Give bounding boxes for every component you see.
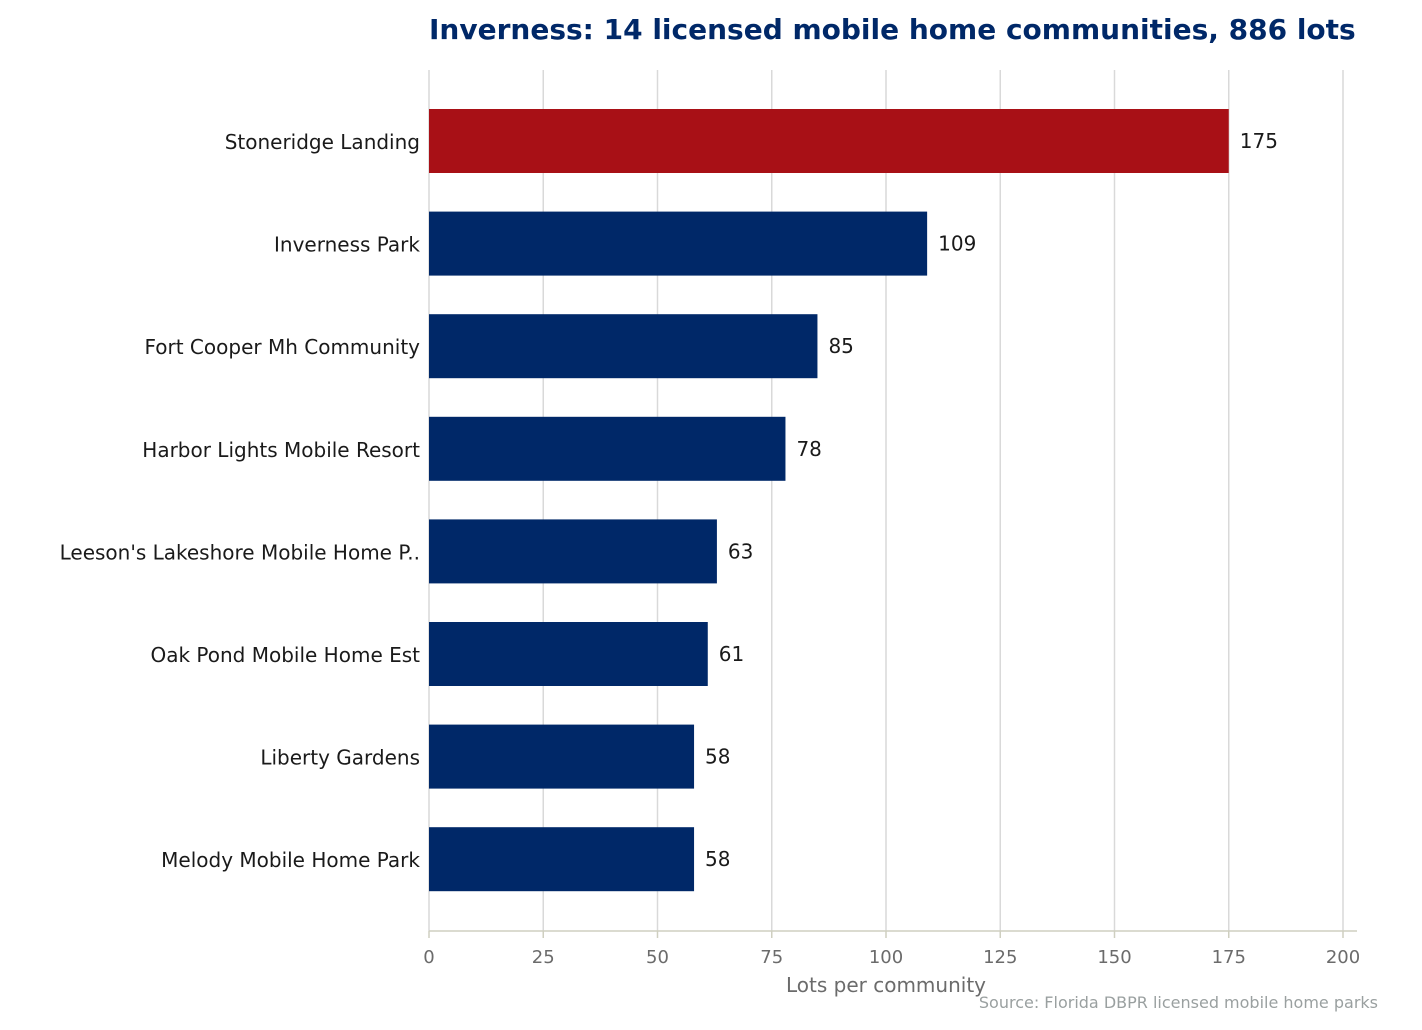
value-label: 58 (705, 745, 730, 769)
bar (429, 724, 695, 789)
x-tick-label: 125 (983, 947, 1017, 968)
grid-layer (428, 70, 1344, 931)
category-label: Inverness Park (274, 233, 420, 257)
bar (429, 622, 708, 686)
x-tick-label: 50 (646, 947, 669, 968)
value-label: 78 (796, 437, 821, 461)
category-label: Leeson's Lakeshore Mobile Home P.. (60, 540, 420, 564)
chart-title: Inverness: 14 licensed mobile home commu… (429, 13, 1356, 46)
category-label: Harbor Lights Mobile Resort (142, 438, 420, 462)
x-tick-label: 150 (1097, 947, 1131, 968)
category-label: Fort Cooper Mh Community (144, 335, 420, 359)
value-label: 175 (1240, 129, 1278, 153)
axis-layer: 0 25 50 75 100 125 150 175 200 (423, 930, 1360, 968)
value-label: 109 (938, 232, 976, 256)
category-label: Stoneridge Landing (225, 130, 420, 154)
x-tick-label: 75 (760, 947, 783, 968)
value-label: 58 (705, 847, 730, 871)
source-note: Source: Florida DBPR licensed mobile hom… (978, 993, 1378, 1012)
category-label: Melody Mobile Home Park (161, 848, 420, 872)
bar (429, 827, 695, 892)
bar (429, 416, 786, 481)
x-tick-label: 100 (869, 947, 903, 968)
x-tick-label: 25 (532, 947, 555, 968)
x-axis-title: Lots per community (786, 973, 986, 997)
value-label: 61 (719, 642, 744, 666)
bar-layer: Stoneridge Landing 175 Inverness Park 109 Fo… (60, 109, 1278, 892)
bar (429, 109, 1229, 173)
value-label: 85 (828, 334, 853, 358)
bar (429, 211, 928, 276)
x-tick-label: 0 (423, 947, 434, 968)
category-label: Oak Pond Mobile Home Est (150, 643, 420, 667)
category-label: Liberty Gardens (260, 746, 420, 770)
x-tick-label: 175 (1212, 947, 1246, 968)
x-tick-label: 200 (1326, 947, 1360, 968)
bar (429, 519, 717, 584)
value-label: 63 (728, 539, 753, 563)
bar (429, 314, 818, 379)
